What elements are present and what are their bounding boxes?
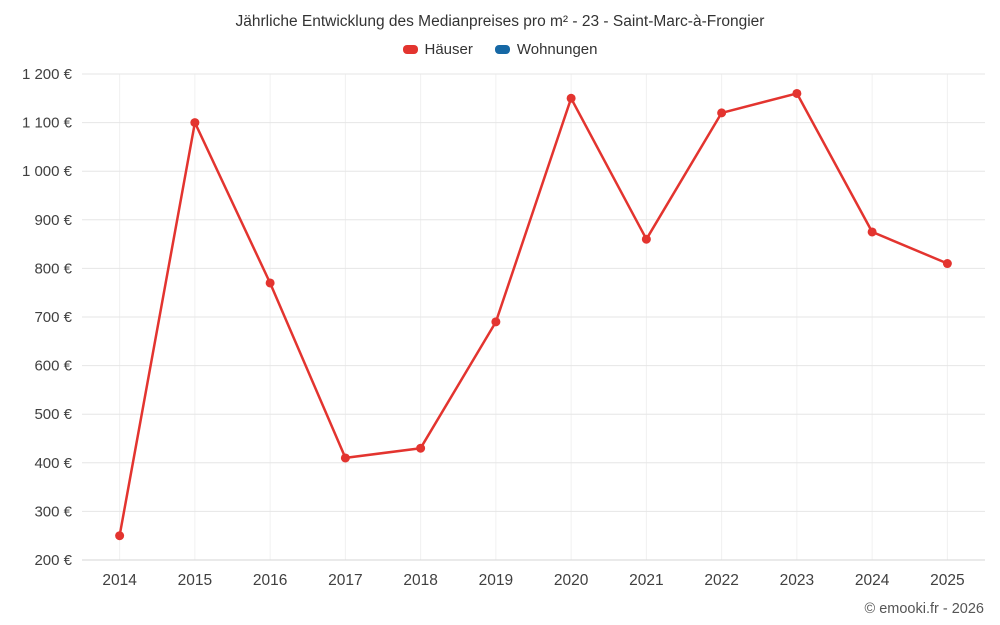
data-point[interactable]: [717, 108, 727, 118]
x-axis-tick-label: 2020: [554, 572, 589, 589]
y-axis-tick-label: 900 €: [34, 212, 72, 229]
legend-swatch: [402, 45, 418, 54]
y-axis-tick-label: 500 €: [34, 406, 72, 423]
chart-title: Jährliche Entwicklung des Medianpreises …: [235, 13, 765, 30]
y-axis-tick-label: 1 000 €: [22, 163, 73, 180]
data-point[interactable]: [491, 317, 501, 327]
y-axis-tick-label: 400 €: [34, 455, 72, 472]
legend-item-wohnungen[interactable]: Wohnungen: [494, 41, 598, 58]
x-axis-tick-label: 2015: [178, 572, 212, 589]
y-axis-tick-label: 1 100 €: [22, 115, 73, 132]
legend-label: Häuser: [424, 41, 473, 58]
data-point[interactable]: [416, 443, 426, 453]
y-axis-tick-label: 600 €: [34, 358, 72, 375]
chart-legend: Häuser Wohnungen: [0, 41, 1000, 58]
legend-swatch: [494, 45, 510, 54]
series-line-häuser: [118, 92, 949, 537]
x-axis-tick-label: 2022: [704, 572, 738, 589]
x-axis-tick-label: 2023: [780, 572, 814, 589]
x-axis-tick-label: 2021: [629, 572, 663, 589]
x-axis-tick-label: 2024: [855, 572, 890, 589]
y-axis-tick-label: 700 €: [34, 309, 72, 326]
x-axis-tick-label: 2018: [403, 572, 437, 589]
legend-item-häuser[interactable]: Häuser: [402, 41, 473, 58]
data-point[interactable]: [190, 118, 200, 128]
data-point[interactable]: [867, 227, 877, 237]
data-point[interactable]: [265, 278, 275, 288]
data-point[interactable]: [792, 88, 802, 98]
y-axis-tick-label: 1 200 €: [22, 66, 73, 83]
data-point[interactable]: [942, 259, 952, 269]
data-point[interactable]: [641, 234, 651, 244]
x-axis-tick-label: 2025: [930, 572, 964, 589]
data-point[interactable]: [115, 531, 125, 541]
x-axis-tick-label: 2014: [102, 572, 137, 589]
y-axis-tick-label: 200 €: [34, 552, 72, 569]
x-axis-tick-label: 2019: [479, 572, 513, 589]
data-point[interactable]: [340, 453, 350, 463]
copyright-text: © emooki.fr - 2026: [864, 601, 984, 617]
y-axis-tick-label: 800 €: [34, 260, 72, 277]
y-axis-tick-label: 300 €: [34, 503, 72, 520]
data-point[interactable]: [566, 93, 576, 103]
x-axis-tick-label: 2017: [328, 572, 362, 589]
x-axis-tick-label: 2016: [253, 572, 287, 589]
legend-label: Wohnungen: [516, 41, 598, 58]
